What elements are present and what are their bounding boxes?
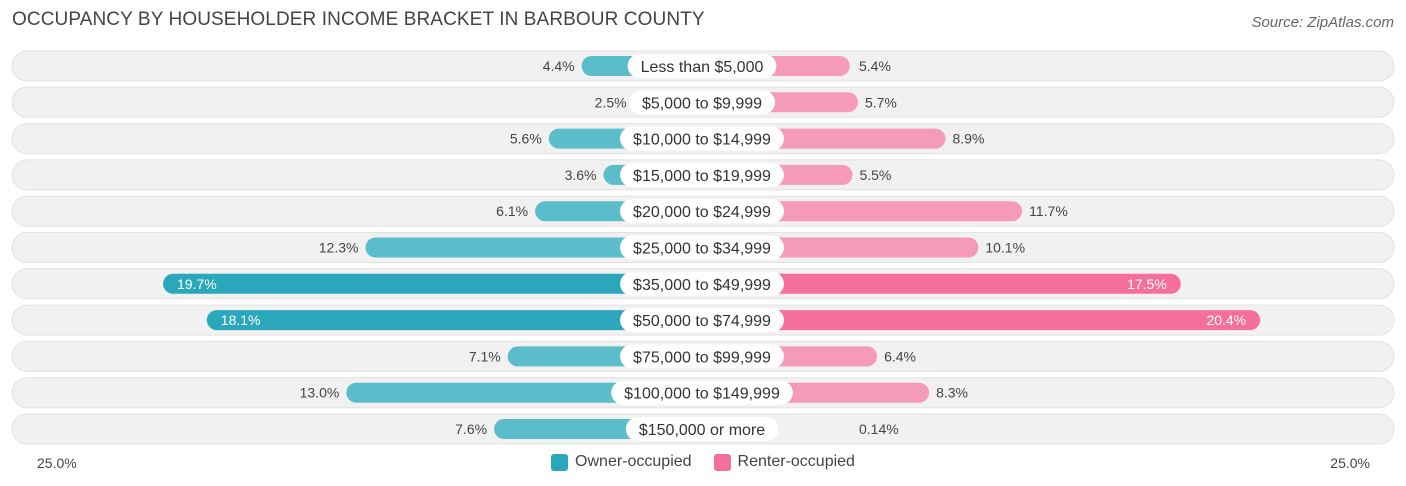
legend-item-owner: Owner-occupied <box>551 453 692 471</box>
owner-value-label: 6.1% <box>496 203 528 219</box>
category-label-background <box>620 271 784 296</box>
owner-bar <box>206 310 702 331</box>
owner-value-label: 7.1% <box>469 348 501 364</box>
category-label-background <box>628 90 776 115</box>
owner-value-label: 18.1% <box>221 312 261 328</box>
owner-bar <box>163 273 702 294</box>
chart-legend: Owner-occupied Renter-occupied <box>0 453 1406 471</box>
renter-value-label: 10.1% <box>985 240 1025 256</box>
legend-label-renter: Renter-occupied <box>737 453 855 470</box>
category-label-background <box>620 344 784 369</box>
renter-value-label: 8.3% <box>936 385 968 401</box>
category-label-background <box>620 162 784 187</box>
category-label-background <box>620 126 784 151</box>
renter-value-label: 6.4% <box>884 348 916 364</box>
legend-label-owner: Owner-occupied <box>575 453 692 470</box>
owner-value-label: 7.6% <box>455 421 487 437</box>
owner-bar <box>365 237 702 258</box>
owner-value-label: 12.3% <box>319 240 359 256</box>
renter-bar <box>702 310 1261 331</box>
axis-right-label: 25.0% <box>1330 455 1370 471</box>
category-label: $150,000 or more <box>639 422 765 439</box>
renter-value-label: 8.9% <box>953 131 985 147</box>
category-label-background <box>620 308 784 333</box>
owner-value-label: 13.0% <box>300 385 340 401</box>
category-label: $20,000 to $24,999 <box>633 204 771 221</box>
renter-value-label: 0.14% <box>859 421 899 437</box>
owner-value-label: 4.4% <box>543 58 575 74</box>
category-label: $25,000 to $34,999 <box>633 241 771 258</box>
category-label-background <box>625 417 779 441</box>
legend-item-renter: Renter-occupied <box>713 453 855 471</box>
category-label: $10,000 to $14,999 <box>633 132 771 149</box>
category-label-background <box>611 380 793 405</box>
owner-value-label: 19.7% <box>177 276 217 292</box>
renter-value-label: 5.4% <box>859 58 891 74</box>
category-label-background <box>620 199 784 224</box>
category-label-background <box>620 235 784 260</box>
owner-value-label: 5.6% <box>510 131 542 147</box>
legend-swatch-renter <box>713 453 731 471</box>
renter-value-label: 5.7% <box>865 94 897 110</box>
axis-left-label: 25.0% <box>37 455 77 471</box>
renter-bar <box>702 273 1181 294</box>
category-label: Less than $5,000 <box>641 59 764 76</box>
owner-value-label: 2.5% <box>595 94 627 110</box>
category-label: $5,000 to $9,999 <box>642 95 762 112</box>
category-label: $50,000 to $74,999 <box>633 313 771 330</box>
renter-value-label: 11.7% <box>1029 203 1068 219</box>
owner-value-label: 3.6% <box>565 167 597 183</box>
renter-value-label: 5.5% <box>859 167 891 183</box>
diverging-bar-chart: 4.4% 5.4% Less than $5,000 2.5% 5.7% $5,000 t… <box>11 50 1395 445</box>
category-label: $75,000 to $99,999 <box>633 349 771 366</box>
renter-value-label: 20.4% <box>1206 312 1246 328</box>
legend-swatch-owner <box>551 453 569 471</box>
category-label: $35,000 to $49,999 <box>633 277 771 294</box>
category-label: $15,000 to $19,999 <box>633 168 771 185</box>
category-label-background <box>627 54 777 78</box>
renter-value-label: 17.5% <box>1127 276 1167 292</box>
chart-source: Source: ZipAtlas.com <box>1251 14 1394 31</box>
chart-title: OCCUPANCY BY HOUSEHOLDER INCOME BRACKET … <box>12 9 705 30</box>
category-label: $100,000 to $149,999 <box>624 386 780 403</box>
